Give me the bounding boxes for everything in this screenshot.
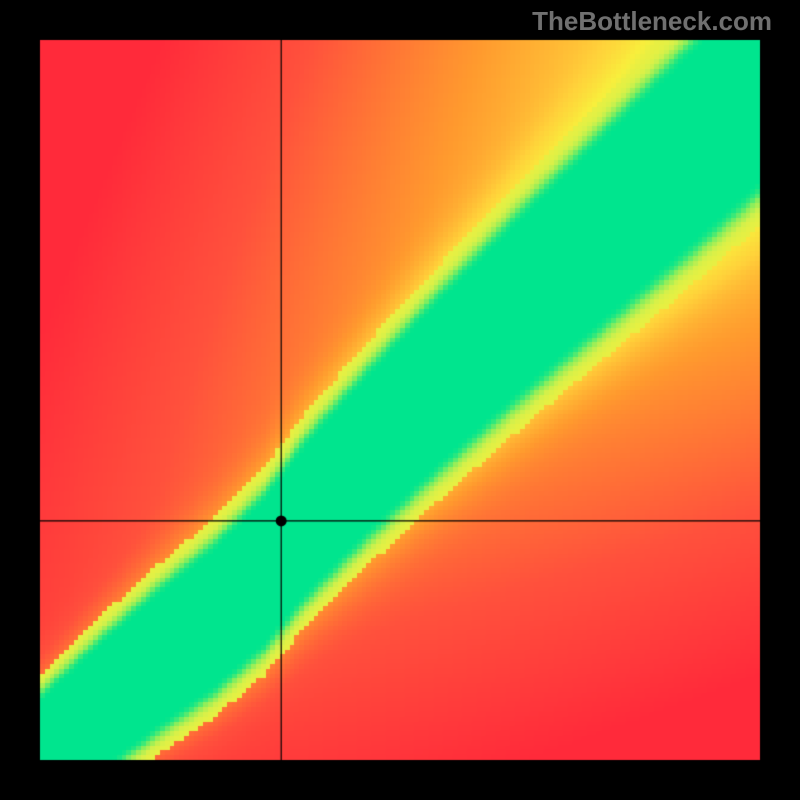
watermark-text: TheBottleneck.com xyxy=(532,6,772,37)
bottleneck-heatmap xyxy=(0,0,800,800)
chart-container: TheBottleneck.com xyxy=(0,0,800,800)
